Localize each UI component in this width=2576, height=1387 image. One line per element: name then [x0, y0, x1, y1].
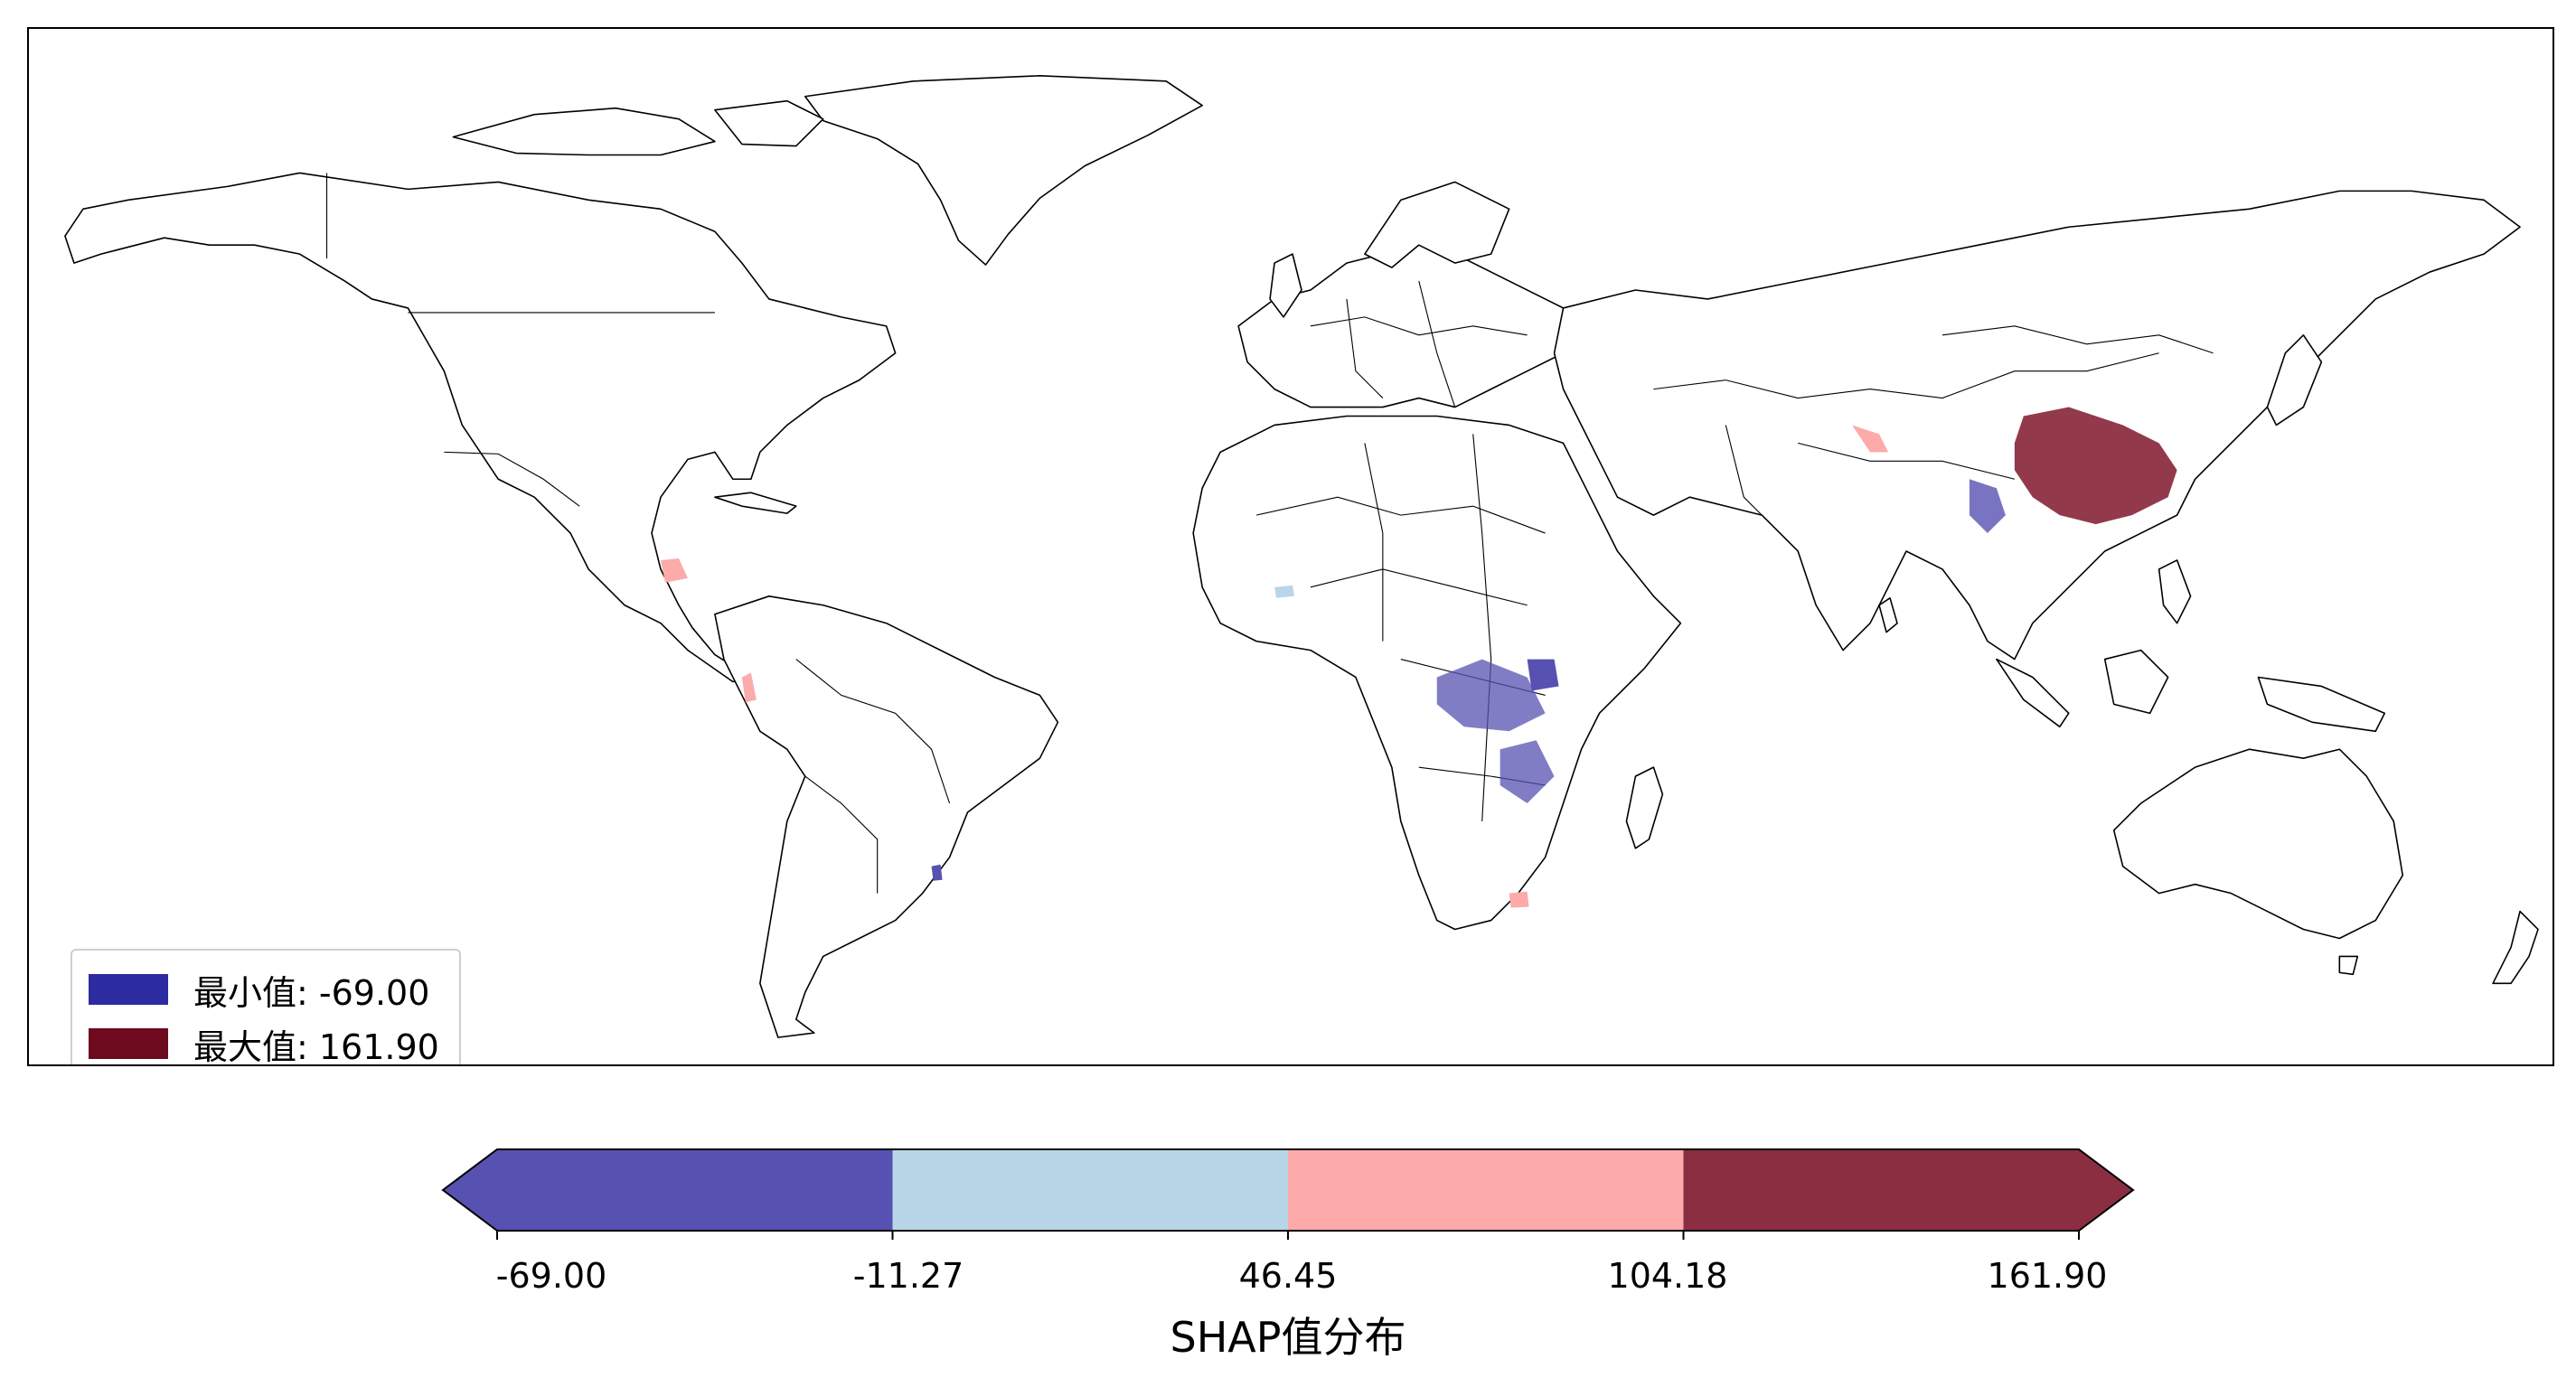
border-africa-6: [1472, 434, 1492, 821]
world-map: [64, 75, 2539, 1038]
landmass-new-guinea: [2257, 676, 2386, 733]
landmass-japan: [2266, 334, 2323, 426]
landmass-cuba: [714, 492, 797, 514]
border-africa-2: [1310, 568, 1528, 606]
map-frame: 最小值: -69.00 最大值: 161.90: [27, 27, 2554, 1066]
border-sa-1: [795, 659, 951, 804]
colorbar-bin-2: [1288, 1149, 1684, 1231]
colorbar-extend-min: [443, 1149, 497, 1231]
landmass-borneo: [2103, 649, 2169, 715]
legend-label-max: 最大值: 161.90: [193, 1026, 439, 1066]
shap-max-south-china: [1852, 407, 2177, 534]
colorbar-tick-0: -69.00: [495, 1256, 607, 1296]
legend-swatch-max: [89, 1028, 168, 1059]
colorbar-tick-1: -11.27: [852, 1256, 964, 1296]
legend-row-min: 最小值: -69.00: [89, 967, 430, 1013]
landmass-scandinavia: [1364, 181, 1510, 268]
border-asia-4: [1725, 425, 1763, 516]
landmass-sumatra: [1996, 658, 2070, 728]
landmass-philippines: [2158, 559, 2192, 624]
colorbar-title: SHAP值分布: [1170, 1313, 1406, 1362]
landmass-africa: [1192, 415, 1682, 931]
border-europe-2: [1346, 298, 1384, 398]
landmass-greenland: [804, 75, 1203, 266]
border-africa-5: [1364, 443, 1384, 642]
legend-swatch-min: [89, 974, 168, 1005]
colorbar-bin-3: [1683, 1149, 2079, 1231]
legend-row-max: 最大值: 161.90: [89, 1021, 439, 1066]
colorbar: [441, 1148, 2135, 1240]
landmass-arctic-islands-2: [714, 99, 824, 147]
border-europe-1: [1310, 316, 1528, 336]
colorbar-extend-max: [2079, 1149, 2133, 1231]
colorbar-tick-2: 46.45: [1238, 1256, 1338, 1296]
legend-label-min: 最小值: -69.00: [193, 972, 430, 1013]
border-europe-3: [1418, 280, 1456, 408]
landmass-uk: [1269, 253, 1302, 318]
landmass-madagascar: [1625, 766, 1664, 849]
landmass-arctic-islands: [452, 107, 716, 156]
border-africa-1: [1255, 496, 1546, 534]
border-asia-2: [1941, 325, 2214, 354]
border-asia-1: [1653, 352, 2159, 399]
colorbar-tick-4: 161.90: [1987, 1256, 2108, 1296]
colorbar-tick-3: 104.18: [1607, 1256, 1728, 1296]
border-sa-2: [804, 775, 879, 894]
landmass-tasmania: [2338, 955, 2359, 976]
border-us-mexico: [444, 451, 580, 507]
colorbar-bin-0: [497, 1149, 893, 1231]
landmass-south-america: [714, 595, 1059, 1038]
landmass-new-zealand: [2492, 910, 2539, 985]
shap-min-central-africa: [1436, 659, 1559, 804]
landmass-sri-lanka: [1878, 597, 1898, 633]
border-asia-3: [1798, 442, 2015, 480]
landmass-north-america: [64, 172, 897, 683]
shap-other-regions: [660, 558, 1529, 908]
landmass-australia: [2112, 748, 2404, 940]
colorbar-bin-1: [892, 1149, 1288, 1231]
map-legend: 最小值: -69.00 最大值: 161.90: [71, 949, 461, 1066]
